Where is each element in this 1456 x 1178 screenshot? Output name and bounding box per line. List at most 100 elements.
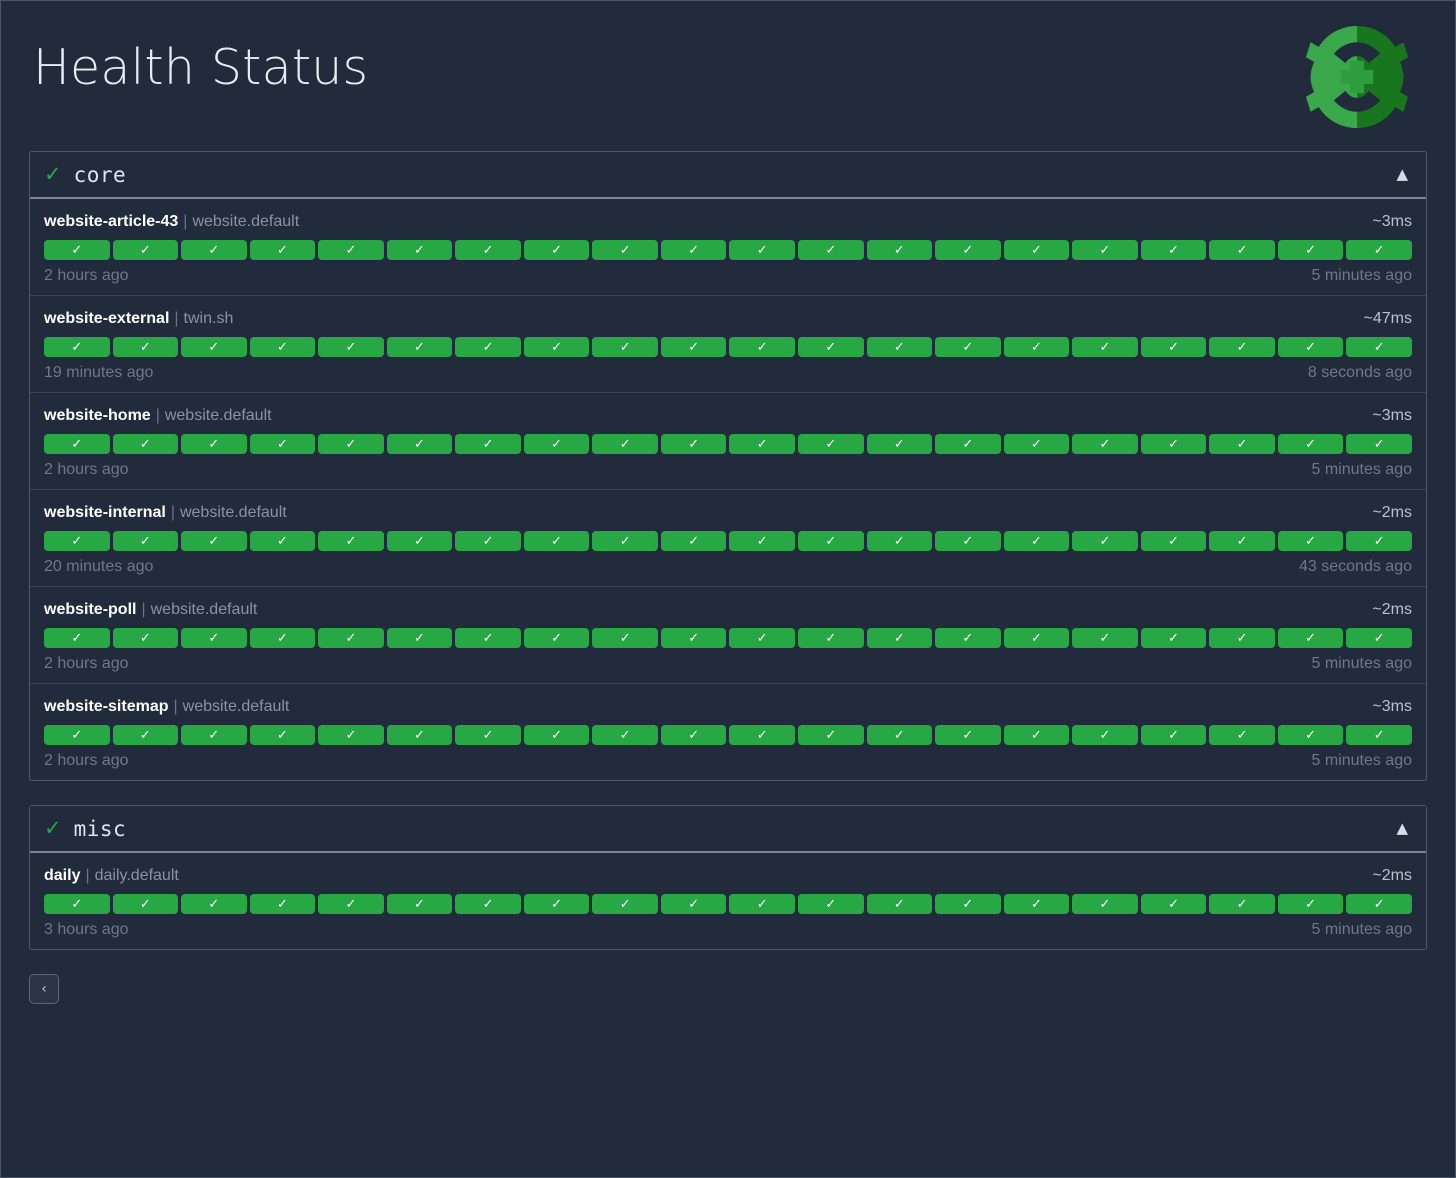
status-bar[interactable]: ✓ <box>660 434 727 454</box>
status-bar[interactable]: ✓ <box>1277 531 1344 551</box>
status-bar[interactable]: ✓ <box>386 531 453 551</box>
status-bar[interactable]: ✓ <box>592 894 658 914</box>
status-bar[interactable]: ✓ <box>866 240 933 260</box>
status-bar[interactable]: ✓ <box>386 240 453 260</box>
status-bar[interactable]: ✓ <box>455 337 521 357</box>
status-bar[interactable]: ✓ <box>249 434 316 454</box>
status-bar[interactable]: ✓ <box>866 531 933 551</box>
status-bar[interactable]: ✓ <box>729 337 796 357</box>
status-bar[interactable]: ✓ <box>318 894 384 914</box>
status-bar[interactable]: ✓ <box>935 628 1001 648</box>
status-bar[interactable]: ✓ <box>1277 240 1344 260</box>
status-bar[interactable]: ✓ <box>1209 434 1275 454</box>
status-bar[interactable]: ✓ <box>386 894 453 914</box>
status-bar[interactable]: ✓ <box>1209 628 1275 648</box>
status-bar[interactable]: ✓ <box>455 628 521 648</box>
status-bar[interactable]: ✓ <box>523 337 590 357</box>
status-bar[interactable]: ✓ <box>1140 434 1207 454</box>
status-bar[interactable]: ✓ <box>181 628 247 648</box>
status-bar[interactable]: ✓ <box>866 337 933 357</box>
status-bar[interactable]: ✓ <box>1346 894 1412 914</box>
status-bar[interactable]: ✓ <box>592 434 658 454</box>
status-bar[interactable]: ✓ <box>1072 240 1138 260</box>
status-bar[interactable]: ✓ <box>866 434 933 454</box>
status-bar[interactable]: ✓ <box>455 531 521 551</box>
status-bar[interactable]: ✓ <box>729 628 796 648</box>
status-bar[interactable]: ✓ <box>729 894 796 914</box>
status-bar[interactable]: ✓ <box>249 628 316 648</box>
status-bar[interactable]: ✓ <box>1003 531 1070 551</box>
status-bar[interactable]: ✓ <box>386 725 453 745</box>
status-bar[interactable]: ✓ <box>935 434 1001 454</box>
status-bar[interactable]: ✓ <box>592 337 658 357</box>
status-bar[interactable]: ✓ <box>1209 725 1275 745</box>
status-bar[interactable]: ✓ <box>112 337 179 357</box>
status-bar[interactable]: ✓ <box>729 725 796 745</box>
status-bar[interactable]: ✓ <box>1346 434 1412 454</box>
status-bar[interactable]: ✓ <box>1209 894 1275 914</box>
status-bar[interactable]: ✓ <box>1003 434 1070 454</box>
status-bar[interactable]: ✓ <box>798 894 864 914</box>
status-bar[interactable]: ✓ <box>660 725 727 745</box>
status-bar[interactable]: ✓ <box>181 531 247 551</box>
status-bar[interactable]: ✓ <box>249 725 316 745</box>
status-bar[interactable]: ✓ <box>592 628 658 648</box>
status-bar[interactable]: ✓ <box>1209 337 1275 357</box>
status-bar[interactable]: ✓ <box>1003 894 1070 914</box>
status-bar[interactable]: ✓ <box>112 434 179 454</box>
status-bar[interactable]: ✓ <box>523 725 590 745</box>
status-bar[interactable]: ✓ <box>798 240 864 260</box>
status-bar[interactable]: ✓ <box>455 434 521 454</box>
status-bar[interactable]: ✓ <box>1346 531 1412 551</box>
status-bar[interactable]: ✓ <box>1072 894 1138 914</box>
status-bar[interactable]: ✓ <box>318 725 384 745</box>
triangle-up-icon[interactable]: ▲ <box>1396 819 1408 837</box>
status-bar[interactable]: ✓ <box>249 337 316 357</box>
status-bar[interactable]: ✓ <box>1140 628 1207 648</box>
status-bar[interactable]: ✓ <box>249 240 316 260</box>
status-bar[interactable]: ✓ <box>729 240 796 260</box>
status-bar[interactable]: ✓ <box>1277 434 1344 454</box>
group-header-misc[interactable]: ✓ misc ▲ <box>30 806 1426 853</box>
status-bar[interactable]: ✓ <box>798 337 864 357</box>
status-bar[interactable]: ✓ <box>386 337 453 357</box>
status-bar[interactable]: ✓ <box>1346 240 1412 260</box>
status-bar[interactable]: ✓ <box>1003 628 1070 648</box>
status-bar[interactable]: ✓ <box>1277 894 1344 914</box>
status-bar[interactable]: ✓ <box>1072 725 1138 745</box>
status-bar[interactable]: ✓ <box>318 434 384 454</box>
status-bar[interactable]: ✓ <box>935 894 1001 914</box>
status-bar[interactable]: ✓ <box>866 894 933 914</box>
status-bar[interactable]: ✓ <box>249 531 316 551</box>
status-bar[interactable]: ✓ <box>318 240 384 260</box>
status-bar[interactable]: ✓ <box>1346 337 1412 357</box>
status-bar[interactable]: ✓ <box>935 725 1001 745</box>
status-bar[interactable]: ✓ <box>44 531 110 551</box>
status-bar[interactable]: ✓ <box>112 628 179 648</box>
status-bar[interactable]: ✓ <box>1277 337 1344 357</box>
status-bar[interactable]: ✓ <box>1003 725 1070 745</box>
status-bar[interactable]: ✓ <box>523 894 590 914</box>
status-bar[interactable]: ✓ <box>455 894 521 914</box>
status-bar[interactable]: ✓ <box>1072 628 1138 648</box>
status-bar[interactable]: ✓ <box>523 434 590 454</box>
status-bar[interactable]: ✓ <box>44 894 110 914</box>
status-bar[interactable]: ✓ <box>1209 531 1275 551</box>
status-bar[interactable]: ✓ <box>249 894 316 914</box>
status-bar[interactable]: ✓ <box>44 337 110 357</box>
status-bar[interactable]: ✓ <box>1277 725 1344 745</box>
status-bar[interactable]: ✓ <box>935 240 1001 260</box>
status-bar[interactable]: ✓ <box>935 337 1001 357</box>
triangle-up-icon[interactable]: ▲ <box>1396 165 1408 183</box>
status-bar[interactable]: ✓ <box>592 240 658 260</box>
status-bar[interactable]: ✓ <box>798 531 864 551</box>
status-bar[interactable]: ✓ <box>455 240 521 260</box>
status-bar[interactable]: ✓ <box>1072 434 1138 454</box>
status-bar[interactable]: ✓ <box>181 240 247 260</box>
status-bar[interactable]: ✓ <box>660 240 727 260</box>
status-bar[interactable]: ✓ <box>1140 894 1207 914</box>
status-bar[interactable]: ✓ <box>44 725 110 745</box>
status-bar[interactable]: ✓ <box>798 628 864 648</box>
status-bar[interactable]: ✓ <box>1072 337 1138 357</box>
status-bar[interactable]: ✓ <box>386 434 453 454</box>
